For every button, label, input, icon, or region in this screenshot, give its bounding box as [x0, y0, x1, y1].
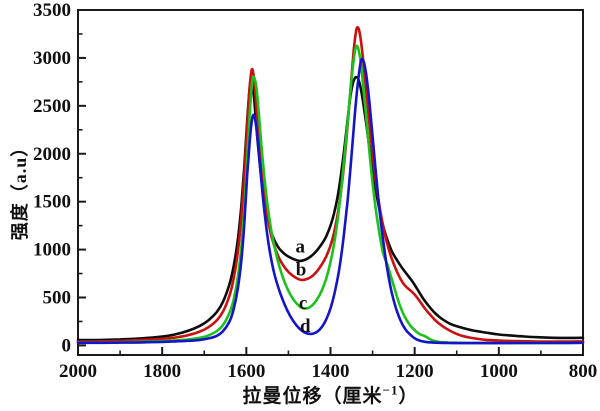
y-tick-label: 1000	[33, 240, 71, 261]
y-tick-label: 500	[43, 288, 72, 309]
y-tick-label: 0	[62, 335, 72, 356]
y-tick-label: 3000	[33, 48, 71, 69]
curve-label-d: d	[300, 316, 311, 337]
y-tick-label: 2500	[33, 96, 71, 117]
x-tick-label: 800	[569, 361, 598, 382]
y-axis-title-text: 强度（a.u）	[10, 137, 30, 241]
curve-label-b: b	[296, 260, 307, 281]
y-tick-label: 1500	[33, 192, 71, 213]
x-axis-title-prefix: 拉曼位移（厘米	[242, 386, 383, 407]
series-d-curve	[76, 57, 585, 345]
x-tick-label: 1800	[143, 361, 181, 382]
x-axis-title-superscript: −1	[382, 382, 399, 398]
curve-label-a: a	[295, 237, 305, 258]
x-axis-title: 拉曼位移（厘米−1）	[78, 381, 583, 408]
y-axis-title: 强度（a.u）	[6, 104, 32, 274]
x-tick-label: 1000	[480, 361, 518, 382]
curve-label-c: c	[299, 293, 307, 314]
series-c-curve	[76, 44, 585, 345]
y-tick-label: 3500	[33, 0, 71, 21]
x-tick-label: 1400	[312, 361, 350, 382]
plot-frame	[77, 9, 584, 356]
x-tick-label: 1600	[227, 361, 265, 382]
y-tick-label: 2000	[33, 144, 71, 165]
x-tick-label: 2000	[59, 361, 97, 382]
x-tick-label: 1200	[396, 361, 434, 382]
x-axis-title-suffix: ）	[398, 386, 419, 407]
